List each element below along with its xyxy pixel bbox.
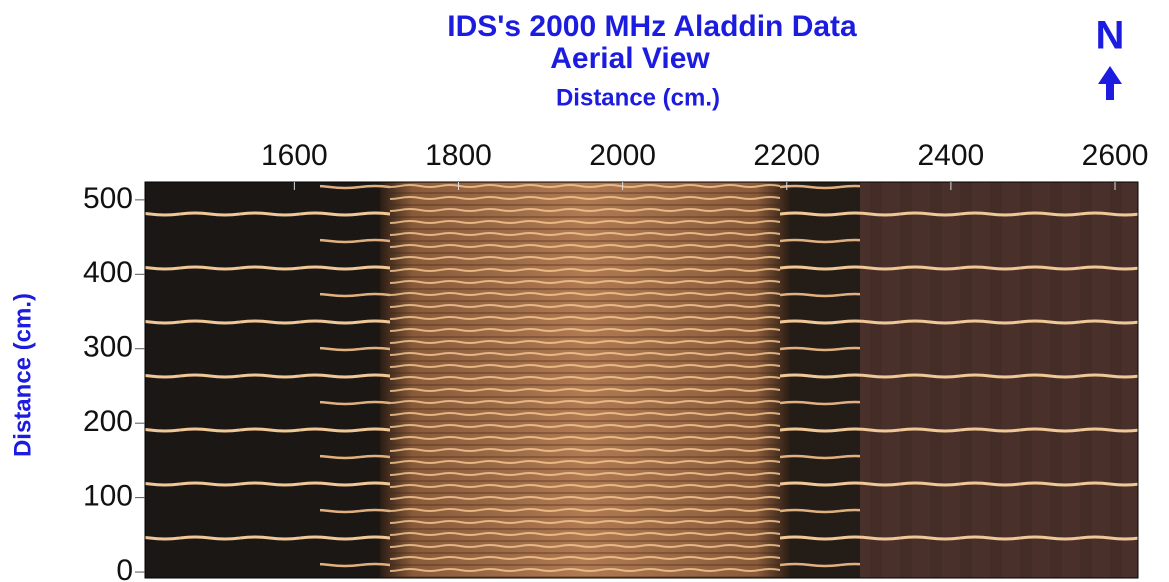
north-arrow bbox=[1098, 66, 1122, 100]
y-tick-label: 200 bbox=[83, 405, 133, 438]
y-tick-label: 400 bbox=[83, 256, 133, 289]
chart-subtitle: Aerial View bbox=[550, 42, 710, 75]
y-tick-label: 0 bbox=[116, 554, 133, 582]
x-axis-label: Distance (cm.) bbox=[556, 84, 720, 111]
radar-image bbox=[144, 181, 1139, 579]
y-tick-label: 100 bbox=[83, 480, 133, 513]
x-tick-label: 1800 bbox=[425, 139, 492, 172]
north-label: N bbox=[1096, 14, 1125, 58]
x-tick-label: 1600 bbox=[261, 139, 328, 172]
chart-title: IDS's 2000 MHz Aladdin Data bbox=[447, 10, 857, 43]
y-tick-label: 300 bbox=[83, 331, 133, 364]
x-tick-label: 2400 bbox=[918, 139, 985, 172]
x-tick-label: 2600 bbox=[1082, 139, 1149, 172]
x-tick-label: 2000 bbox=[589, 139, 656, 172]
y-axis-label: Distance (cm.) bbox=[9, 293, 36, 457]
x-tick-label: 2200 bbox=[753, 139, 820, 172]
y-tick-label: 500 bbox=[83, 182, 133, 215]
